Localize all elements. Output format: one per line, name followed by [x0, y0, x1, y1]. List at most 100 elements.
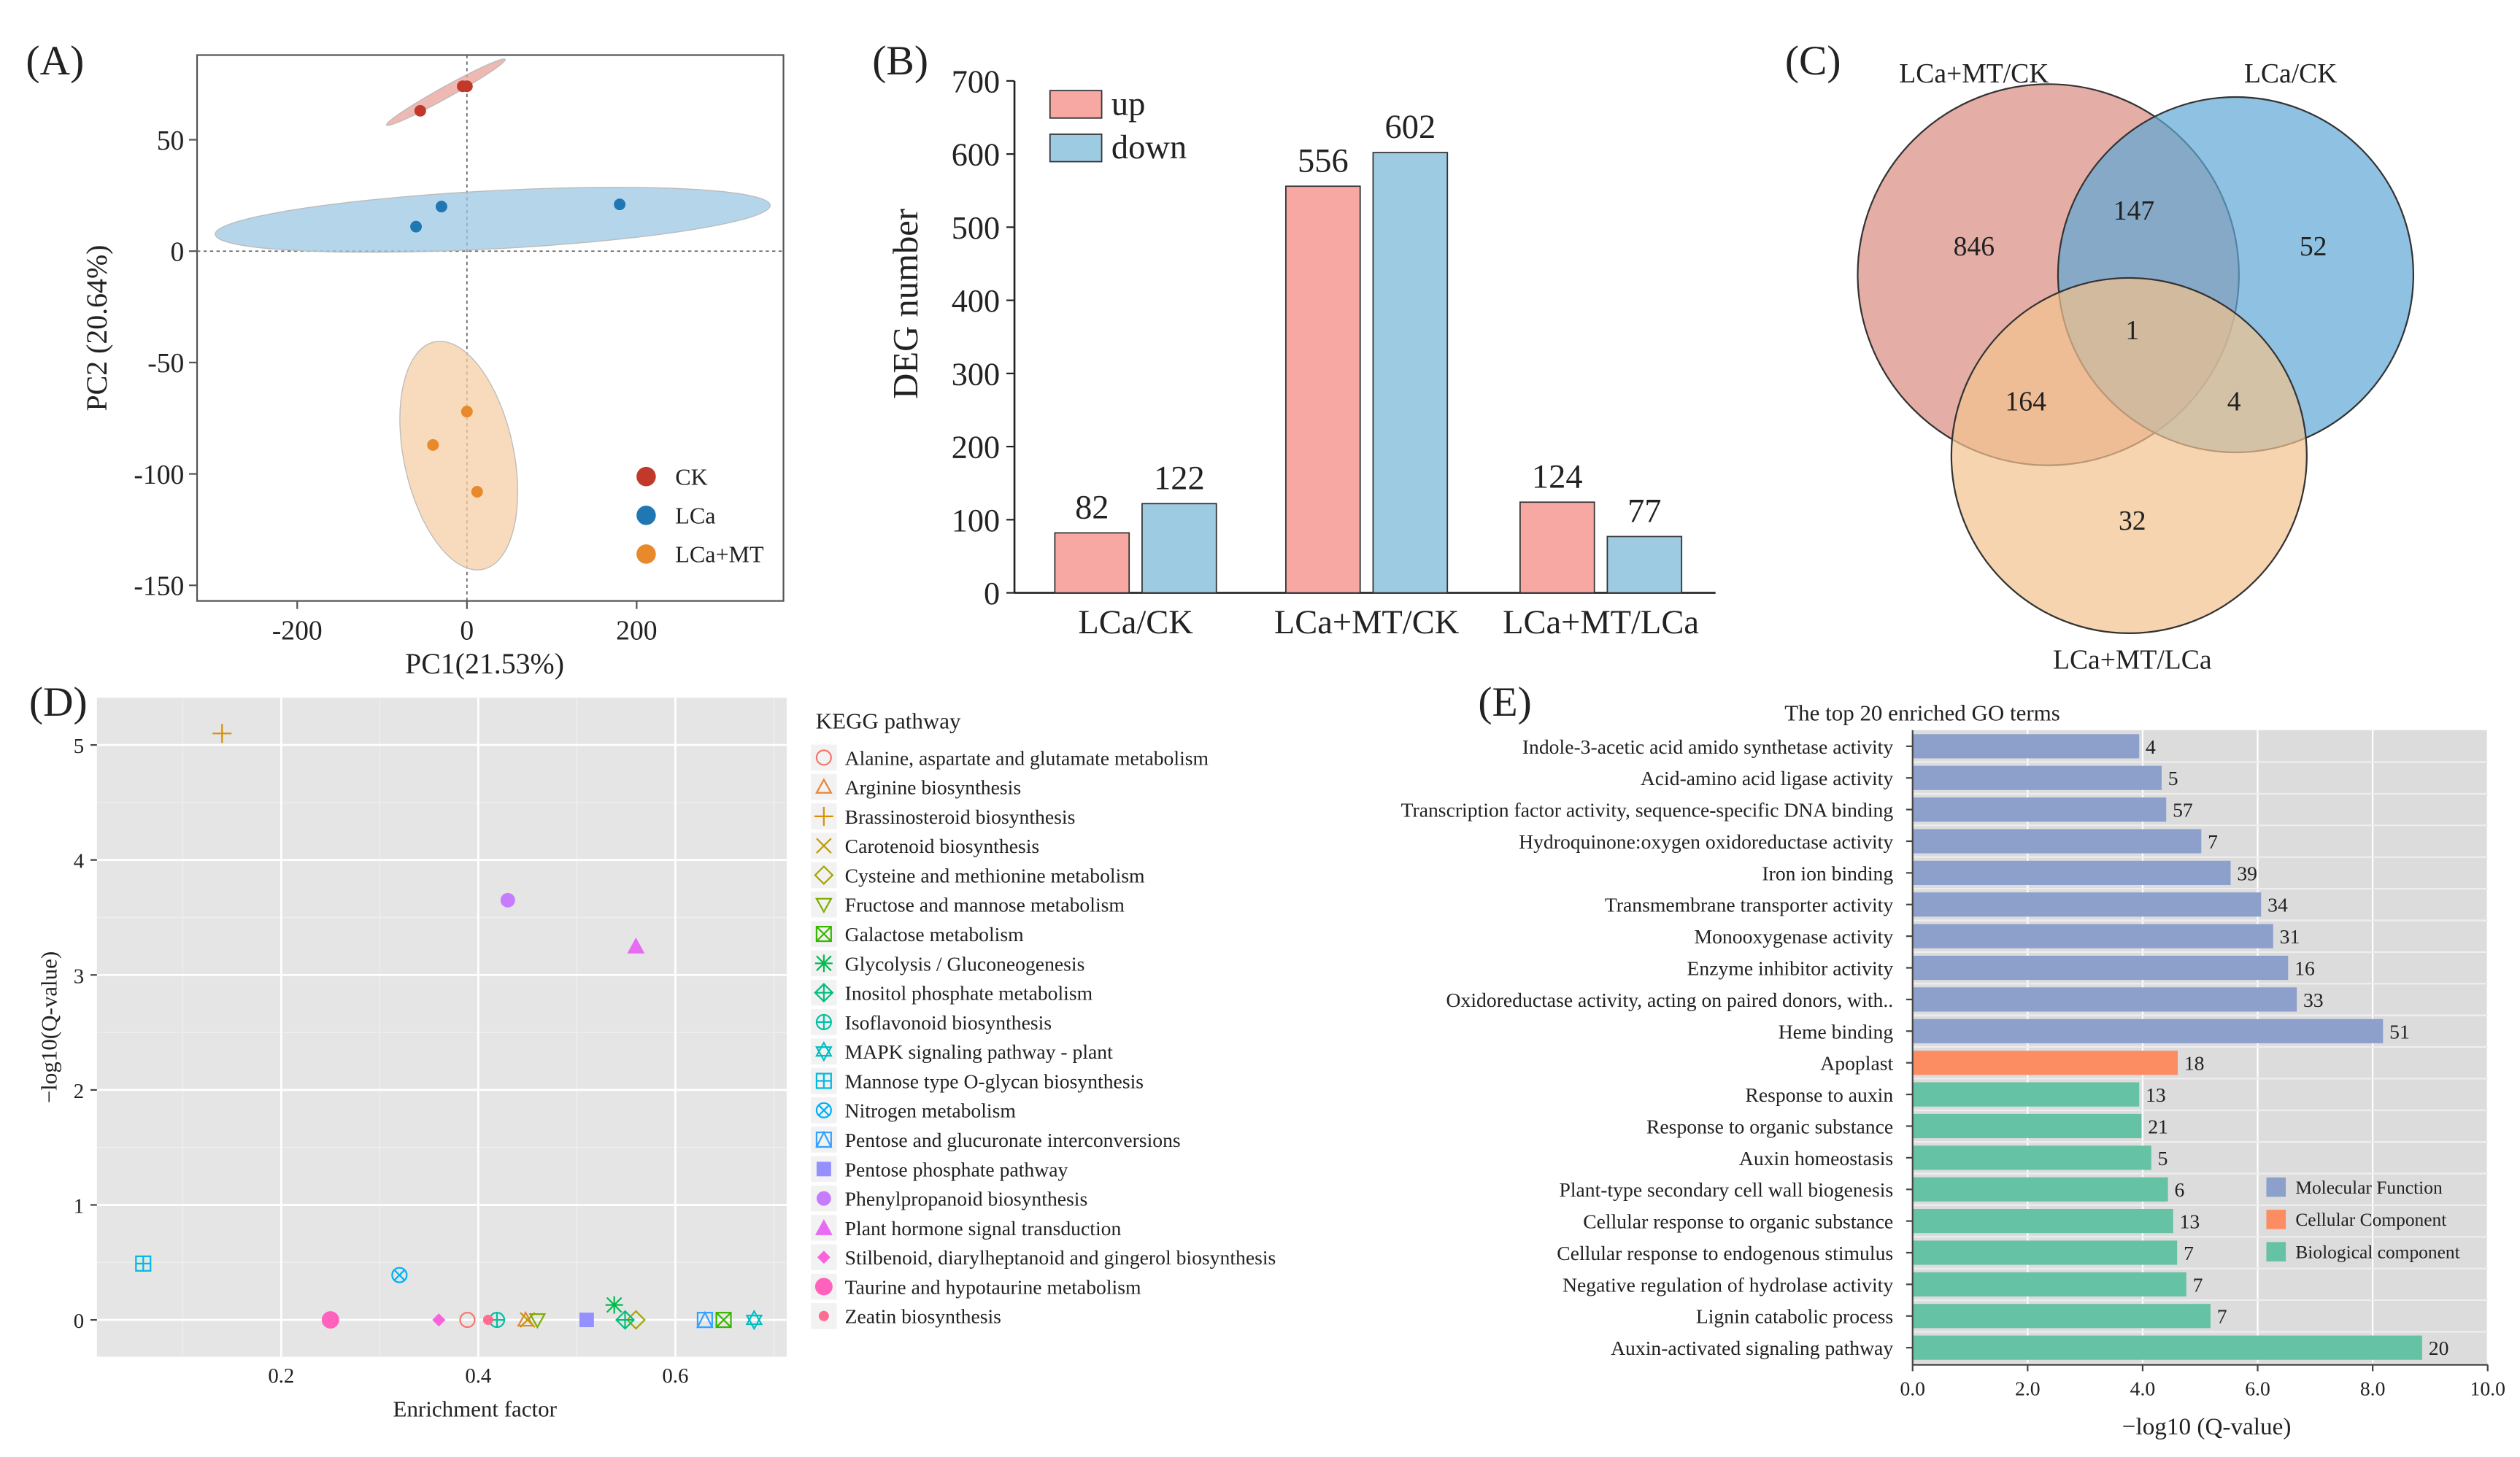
data-point-marker: [459, 1312, 476, 1329]
legend-key-marker: [816, 955, 832, 972]
term-label: Response to auxin: [1745, 1083, 1893, 1106]
y-tick-label: 400: [952, 283, 1000, 319]
legend-label: Stilbenoid, diarylheptanoid and gingerol…: [845, 1246, 1276, 1269]
legend-swatch: [1049, 134, 1103, 163]
legend-label: LCa: [675, 502, 715, 528]
data-point: [321, 1311, 339, 1329]
data-point: [435, 201, 447, 213]
y-tick-label: 3: [74, 965, 84, 988]
data-point: [614, 198, 626, 211]
legend-key: [815, 897, 833, 914]
term-label: Cellular response to endogenous stimulus: [1557, 1242, 1893, 1264]
legend-key-marker: [815, 749, 832, 766]
x-tick-label: 8.0: [2360, 1377, 2386, 1400]
bar-count-label: 57: [2173, 799, 2193, 822]
bar: [1912, 860, 2231, 885]
data-point-marker: [745, 1309, 763, 1326]
term-label: Heme binding: [1779, 1020, 1894, 1043]
legend-key: [816, 838, 832, 854]
go-bar-chart: The top 20 enriched GO terms 4 Indole-3-ac…: [1401, 700, 2505, 1439]
y-axis-label: −log10(Q-value): [36, 951, 61, 1103]
bar-up: [1054, 532, 1130, 594]
data-point-marker: [715, 1312, 732, 1329]
legend-label: LCa+MT: [675, 541, 764, 568]
legend-label: Mannose type O-glycan biosynthesis: [845, 1070, 1144, 1092]
data-point: [615, 1310, 636, 1330]
term-label: Enzyme inhibitor activity: [1687, 956, 1894, 979]
legend-swatch: [636, 506, 656, 525]
legend-label: Galactose metabolism: [845, 923, 1024, 946]
panel-label-b: (B): [872, 38, 928, 84]
legend-label: Arginine biosynthesis: [845, 776, 1021, 799]
bar-up: [1519, 501, 1595, 594]
legend-key-background: [811, 744, 837, 771]
legend-label: up: [1111, 85, 1145, 123]
chart-title: The top 20 enriched GO terms: [1784, 700, 2060, 725]
x-tick-label: 4.0: [2130, 1377, 2156, 1400]
data-point: [482, 1315, 493, 1326]
bar: [1912, 892, 2262, 917]
bar: [1912, 955, 2289, 981]
y-tick-label: 5: [74, 735, 84, 758]
data-point: [500, 892, 515, 908]
bar: [1912, 1209, 2173, 1234]
bar-count-label: 4: [2146, 735, 2156, 758]
legend-key: [814, 1218, 833, 1235]
data-point-marker: [579, 1313, 594, 1328]
venn-set-label: LCa+MT/CK: [1899, 58, 2049, 89]
legend-key-marker: [815, 1040, 833, 1057]
legend-label: Cellular Component: [2295, 1209, 2446, 1230]
y-tick-label: 0: [984, 576, 1000, 611]
venn-region-count: 164: [2005, 386, 2046, 417]
bar-count-label: 7: [2184, 1242, 2194, 1264]
legend-label: Taurine and hypotaurine metabolism: [845, 1275, 1141, 1298]
bar-count-label: 18: [2184, 1052, 2205, 1075]
y-tick-label: -50: [147, 348, 184, 379]
legend-swatch: [2266, 1242, 2286, 1261]
term-label: Auxin homeostasis: [1739, 1147, 1893, 1170]
y-tick-label: -150: [134, 571, 184, 602]
legend-key-marker: [816, 838, 832, 854]
bar-count-label: 7: [2217, 1305, 2227, 1328]
legend-key-marker: [815, 778, 833, 794]
x-tick-label: 200: [616, 616, 657, 646]
deg-bar-chart: 0 100 200 300 400 500 600 700 82 122 LCa/CK 556 602 L…: [886, 63, 1716, 641]
term-label: Plant-type secondary cell wall biogenesi…: [1559, 1178, 1893, 1201]
data-point: [135, 1255, 152, 1272]
y-axis-label: DEG number: [886, 209, 925, 399]
term-label: Monooxygenase activity: [1695, 925, 1894, 948]
data-point: [627, 937, 645, 954]
bar-count-label: 51: [2389, 1020, 2410, 1043]
x-category-label: LCa+MT/CK: [1274, 604, 1460, 641]
panel-label-d: (D): [29, 679, 88, 725]
data-point-marker: [745, 1315, 763, 1331]
bar: [1912, 924, 2273, 948]
data-point: [528, 1313, 547, 1329]
term-label: Indole-3-acetic acid amido synthetase ac…: [1522, 735, 1894, 758]
data-point: [696, 1310, 714, 1329]
term-label: Transmembrane transporter activity: [1605, 894, 1893, 916]
legend-swatch: [1049, 90, 1103, 119]
data-point: [745, 1309, 763, 1331]
data-point: [520, 1312, 536, 1328]
bar: [1912, 797, 2167, 822]
bar: [1912, 1113, 2142, 1139]
data-point-marker: [393, 1269, 406, 1281]
y-tick-label: -100: [134, 460, 184, 490]
legend-key-marker: [816, 1191, 831, 1206]
legend-swatch: [2266, 1210, 2286, 1229]
bar-value-label: 124: [1532, 458, 1583, 495]
bar-count-label: 5: [2158, 1147, 2168, 1170]
data-point-marker: [520, 1312, 536, 1328]
data-point-marker: [606, 1296, 623, 1313]
bar-count-label: 13: [2180, 1210, 2200, 1233]
legend-label: Biological component: [2295, 1242, 2459, 1263]
data-point: [579, 1313, 594, 1328]
legend-label: Pentose and glucuronate interconversions: [845, 1129, 1181, 1151]
venn-region-count: 4: [2227, 386, 2241, 417]
data-point: [391, 1267, 408, 1283]
term-label: Iron ion binding: [1762, 862, 1893, 884]
data-point: [410, 220, 423, 233]
venn-diagram: LCa+MT/CK LCa/CK LCa+MT/LCa 846 52 32 147 164 4 1: [1857, 58, 2415, 676]
term-label: Hydroquinone:oxygen oxidoreductase activ…: [1519, 830, 1893, 853]
